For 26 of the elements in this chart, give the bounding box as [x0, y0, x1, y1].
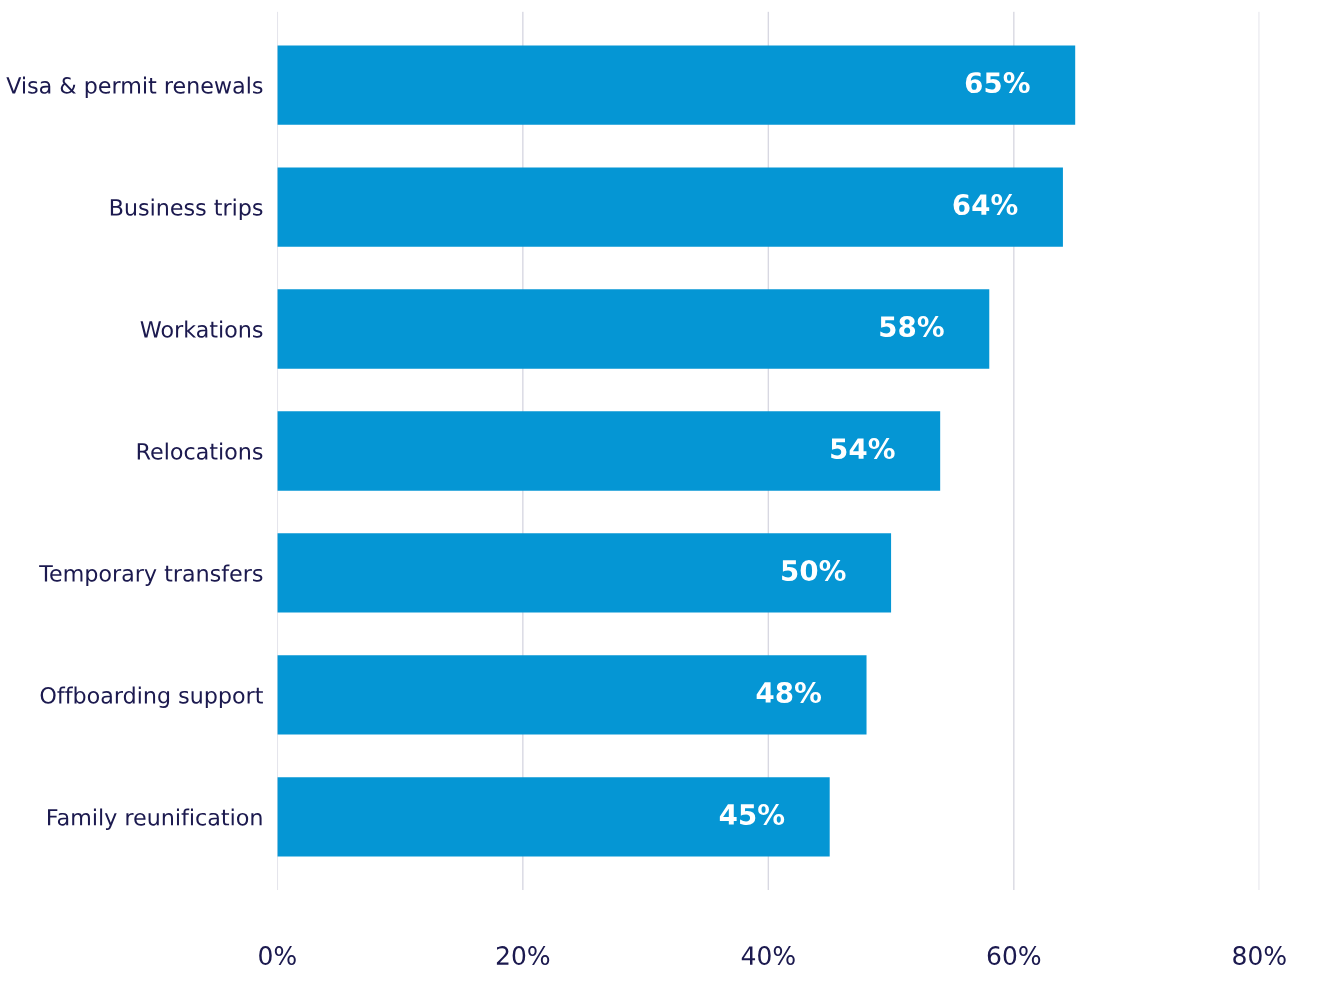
data-label: 54%	[831, 438, 895, 460]
data-label: 64%	[953, 194, 1018, 216]
data-label: 58%	[880, 316, 944, 338]
y-tick-label: Workations	[140, 320, 263, 338]
y-tick-label: Relocations	[137, 442, 263, 460]
data-label: 50%	[782, 560, 846, 582]
bar	[277, 655, 867, 735]
x-tick-label: 80%	[1233, 946, 1286, 966]
y-tick-label: Temporary transfers	[39, 564, 263, 587]
bar	[277, 777, 830, 857]
x-tick-label: 60%	[987, 946, 1041, 966]
y-tick-label: Visa & permit renewals	[6, 76, 263, 99]
bar	[277, 167, 1063, 247]
bar	[277, 533, 892, 613]
bar	[277, 411, 941, 491]
y-tick-label: Business trips	[110, 198, 263, 221]
data-label: 48%	[756, 681, 822, 703]
x-tick-label: 40%	[741, 946, 795, 966]
x-tick-label: 20%	[496, 946, 550, 966]
bar	[277, 45, 1076, 125]
bar	[277, 289, 990, 369]
data-label: 45%	[719, 803, 785, 825]
data-label: 65%	[965, 72, 1030, 94]
y-tick-label: Family reunification	[48, 808, 262, 830]
x-tick-label: 0%	[259, 946, 296, 966]
y-tick-label: Offboarding support	[40, 686, 263, 708]
